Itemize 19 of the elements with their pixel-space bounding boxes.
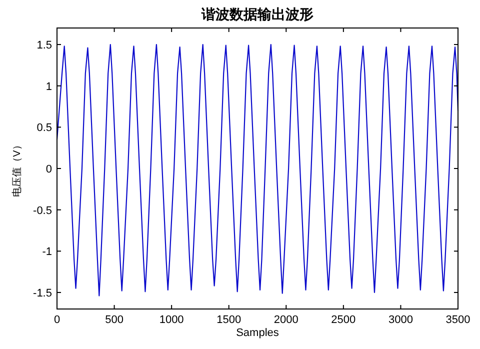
line-series — [56, 44, 459, 296]
y-tick-label: -1 — [42, 246, 52, 258]
x-tick-label: 3500 — [446, 314, 470, 326]
x-tick-label: 1000 — [159, 314, 184, 326]
x-tick-label: 0 — [54, 314, 60, 326]
y-tick-label: 0 — [46, 164, 52, 176]
x-axis-title: Samples — [236, 327, 280, 339]
x-tick-label: 500 — [105, 314, 124, 326]
x-tick-label: 1500 — [216, 314, 242, 326]
y-tick-label: 0.5 — [36, 122, 52, 134]
x-tick-label: 2000 — [274, 314, 298, 326]
y-tick-label: 1.5 — [36, 40, 52, 52]
y-tick-label: 1 — [46, 80, 52, 93]
chart-title: 谐波数据输出波形 — [200, 6, 314, 22]
x-tick-label: 3000 — [388, 314, 413, 326]
x-tick-label: 2500 — [331, 314, 356, 326]
y-axis-title: 电压值（V） — [11, 140, 23, 197]
y-tick-label: -0.5 — [33, 204, 52, 217]
y-tick-label: -1.5 — [33, 287, 52, 300]
